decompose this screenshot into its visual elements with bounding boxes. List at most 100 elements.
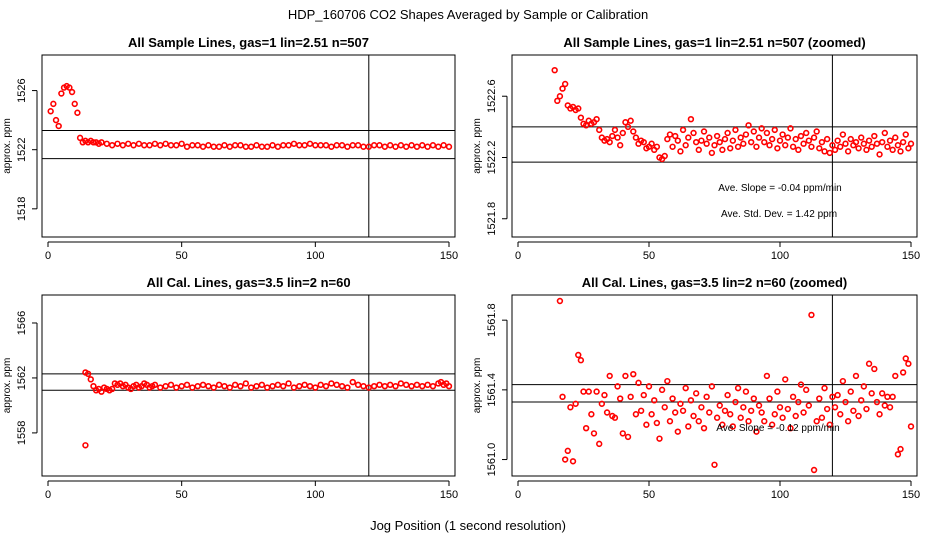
data-point bbox=[619, 129, 626, 137]
data-point bbox=[719, 146, 726, 154]
data-point bbox=[894, 451, 902, 458]
data-point bbox=[687, 115, 695, 123]
data-point bbox=[834, 391, 841, 399]
data-point bbox=[151, 140, 159, 147]
x-tick-label: 150 bbox=[440, 250, 458, 262]
data-point bbox=[392, 382, 399, 390]
data-point bbox=[124, 140, 132, 147]
data-point bbox=[596, 126, 603, 134]
data-point bbox=[440, 142, 447, 149]
data-point bbox=[789, 143, 797, 150]
data-point bbox=[237, 382, 244, 390]
data-point bbox=[797, 132, 805, 140]
data-point bbox=[761, 138, 768, 146]
data-point bbox=[734, 143, 742, 150]
panels: All Sample Lines, gas=1 lin=2.51 n=507 0 5… bbox=[2, 35, 920, 501]
data-point bbox=[745, 122, 752, 129]
plot-frame bbox=[41, 294, 456, 477]
data-point bbox=[648, 140, 655, 147]
data-points bbox=[551, 66, 915, 163]
data-point bbox=[810, 134, 818, 141]
data-point bbox=[897, 445, 904, 453]
data-point bbox=[708, 149, 716, 157]
data-point bbox=[892, 134, 899, 141]
data-point bbox=[774, 388, 781, 395]
data-point bbox=[902, 355, 909, 362]
data-point bbox=[737, 414, 744, 421]
data-point bbox=[892, 372, 899, 380]
data-point bbox=[674, 137, 682, 144]
data-point bbox=[842, 140, 849, 147]
data-point bbox=[894, 142, 902, 149]
data-point bbox=[784, 134, 792, 141]
data-point bbox=[167, 381, 175, 389]
data-point bbox=[740, 404, 747, 411]
y-tick-label: 1561.8 bbox=[486, 303, 498, 337]
data-point bbox=[157, 142, 164, 149]
data-point bbox=[776, 404, 784, 411]
data-point bbox=[226, 384, 233, 391]
x-tick-label: 0 bbox=[45, 250, 51, 262]
x-axis: 0 50 100 150 bbox=[515, 241, 920, 262]
data-point bbox=[338, 142, 346, 149]
data-point bbox=[365, 143, 372, 150]
data-point bbox=[889, 393, 896, 401]
data-point bbox=[632, 411, 640, 418]
data-point bbox=[782, 376, 789, 383]
data-point bbox=[98, 139, 105, 146]
data-point bbox=[823, 405, 831, 413]
data-point bbox=[779, 414, 786, 421]
data-point bbox=[554, 97, 561, 105]
data-point bbox=[624, 123, 632, 131]
data-point bbox=[829, 393, 836, 401]
data-point bbox=[677, 400, 684, 407]
data-point bbox=[567, 404, 574, 411]
data-point bbox=[700, 424, 708, 432]
y-axis-label: approx. ppm bbox=[472, 358, 483, 414]
data-point bbox=[700, 128, 708, 135]
data-point bbox=[572, 400, 579, 407]
data-point bbox=[189, 384, 196, 391]
data-point bbox=[905, 360, 912, 367]
data-point bbox=[863, 146, 870, 154]
data-points bbox=[47, 82, 453, 150]
data-point bbox=[844, 148, 852, 155]
data-point bbox=[855, 412, 862, 420]
data-point bbox=[559, 393, 566, 401]
data-point bbox=[763, 129, 771, 137]
data-point bbox=[768, 421, 776, 428]
data-point bbox=[651, 397, 658, 404]
data-point bbox=[58, 90, 65, 97]
data-point bbox=[301, 381, 308, 389]
data-point bbox=[881, 129, 888, 137]
data-point bbox=[408, 382, 415, 390]
data-point bbox=[632, 134, 640, 141]
data-point bbox=[130, 142, 137, 149]
data-point bbox=[800, 140, 807, 147]
data-point bbox=[635, 379, 642, 387]
data-point bbox=[344, 143, 351, 150]
x-tick-label: 150 bbox=[440, 489, 458, 501]
data-point bbox=[873, 140, 881, 147]
data-point bbox=[588, 411, 595, 418]
data-point bbox=[119, 142, 127, 149]
data-point bbox=[317, 381, 324, 389]
data-point bbox=[551, 66, 558, 74]
data-point bbox=[593, 388, 600, 395]
data-point bbox=[711, 461, 718, 468]
data-point bbox=[847, 135, 854, 143]
data-point bbox=[231, 381, 239, 389]
data-point bbox=[640, 391, 647, 399]
data-point bbox=[905, 145, 912, 152]
data-point bbox=[108, 385, 116, 393]
data-points bbox=[556, 297, 915, 474]
data-point bbox=[640, 138, 647, 146]
data-point bbox=[706, 409, 713, 416]
data-point bbox=[338, 382, 346, 390]
data-point bbox=[253, 382, 260, 390]
data-point bbox=[802, 129, 810, 137]
data-point bbox=[344, 384, 351, 391]
data-point bbox=[403, 381, 410, 389]
y-tick-label: 1561.0 bbox=[486, 443, 498, 477]
data-point bbox=[290, 384, 298, 391]
